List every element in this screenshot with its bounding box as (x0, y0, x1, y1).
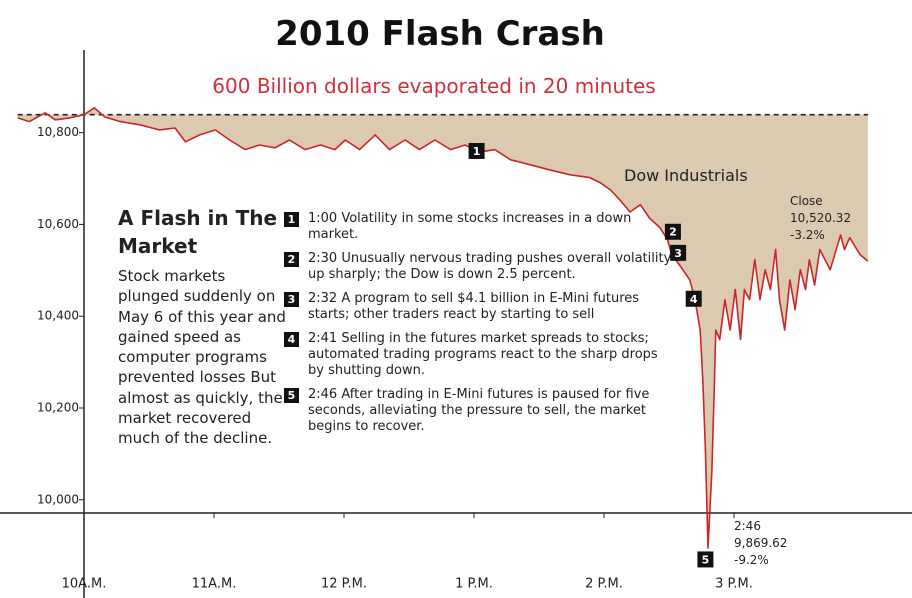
x-tick-label: 2 P.M. (585, 577, 623, 592)
event: 1 1:00 Volatility in some stocks increase… (284, 211, 674, 243)
event-marker-number: 3 (674, 247, 682, 260)
chart-subtitle: 600 Billion dollars evaporated in 20 min… (212, 74, 656, 98)
close-line: 10,520.32 (790, 211, 852, 225)
event-list: 1 1:00 Volatility in some stocks increase… (284, 211, 674, 443)
event-marker-number: 5 (702, 553, 710, 566)
x-tick-label: 10A.M. (62, 577, 107, 592)
event-text: 2:32 A program to sell $4.1 billion in E… (308, 291, 640, 322)
x-tick-label: 3 P.M. (715, 577, 753, 592)
event-number: 5 (284, 388, 299, 403)
event-text: 2:30 Unusually nervous trading pushes ov… (308, 251, 672, 282)
event-number: 3 (284, 292, 299, 307)
y-tick-label: 10,800 (37, 125, 79, 139)
event-number: 2 (284, 252, 299, 267)
side-title: A Flash in The Market (118, 206, 278, 258)
event-marker (697, 551, 714, 568)
low-line: -9.2% (734, 553, 769, 567)
low-line: 9,869.62 (734, 536, 788, 550)
close-label: Close 10,520.32 -3.2% (790, 193, 851, 244)
chart-title: 2010 Flash Crash (275, 14, 605, 54)
x-tick-label: 1 P.M. (455, 577, 493, 592)
y-tick-label: 10,600 (37, 217, 79, 231)
y-tick-label: 10,000 (37, 492, 79, 506)
event-marker-number: 1 (473, 145, 481, 158)
y-tick-label: 10,400 (37, 309, 79, 323)
event-marker-number: 2 (669, 226, 677, 239)
line (17, 107, 869, 549)
x-tick-label: 12 P.M. (321, 577, 367, 592)
event-marker (468, 142, 485, 159)
side-text: Stock markets plunged suddenly on May 6 … (118, 267, 286, 448)
event-text: 2:41 Selling in the futures market sprea… (308, 331, 658, 378)
event-number: 1 (284, 212, 299, 227)
event-marker (670, 244, 687, 261)
series-label: Dow Industrials (624, 166, 748, 185)
event-number: 4 (284, 332, 299, 347)
y-tick-label: 10,200 (37, 400, 79, 414)
event: 3 2:32 A program to sell $4.1 billion in … (284, 291, 674, 323)
x-tick-label: 11A.M. (192, 577, 237, 592)
close-line: Close (790, 194, 823, 208)
event-marker (664, 223, 681, 240)
event-marker (685, 290, 702, 307)
event-marker-number: 4 (690, 293, 698, 306)
event-text: 1:00 Volatility in some stocks increases… (308, 211, 632, 242)
close-line: -3.2% (790, 228, 825, 242)
event-text: 2:46 After trading in E-Mini futures is … (308, 387, 650, 434)
low-label: 2:46 9,869.62 -9.2% (734, 518, 787, 569)
event: 5 2:46 After trading in E-Mini futures is… (284, 387, 674, 435)
event: 4 2:41 Selling in the futures market spre… (284, 331, 674, 379)
area (17, 107, 868, 549)
low-line: 2:46 (734, 519, 761, 533)
event: 2 2:30 Unusually nervous trading pushes o… (284, 251, 674, 283)
